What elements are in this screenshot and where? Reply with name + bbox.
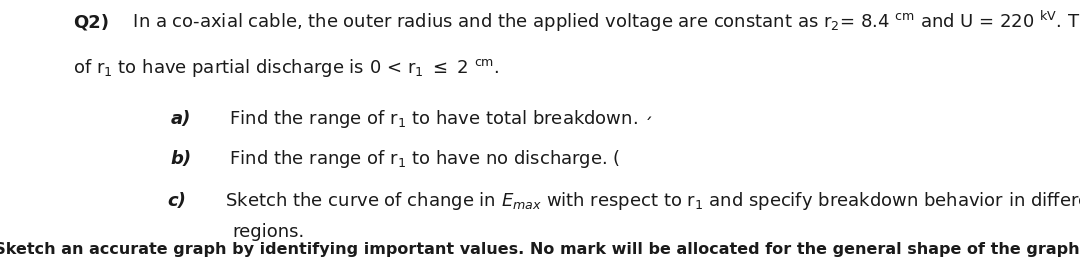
Text: c): c) [167, 192, 186, 210]
Text: Sketch the curve of change in $E_{max}$ with respect to r$_1$ and specify breakd: Sketch the curve of change in $E_{max}$ … [214, 190, 1080, 212]
Text: a): a) [171, 111, 191, 128]
Text: Find the range of r$_1$ to have total breakdown.  $\acute{}$: Find the range of r$_1$ to have total br… [218, 108, 653, 130]
Text: Q2): Q2) [73, 14, 109, 31]
Text: (Sketch an accurate graph by identifying important values. No mark will be alloc: (Sketch an accurate graph by identifying… [0, 242, 1080, 256]
Text: regions.: regions. [232, 223, 305, 241]
Text: Find the range of r$_1$ to have no discharge. (: Find the range of r$_1$ to have no disch… [218, 148, 621, 170]
Text: b): b) [171, 150, 192, 168]
Text: In a co-axial cable, the outer radius and the applied voltage are constant as r$: In a co-axial cable, the outer radius an… [127, 8, 1080, 34]
Text: of r$_1$ to have partial discharge is 0 < r$_1$ $\leq$ 2 $^{\mathregular{cm}}$.: of r$_1$ to have partial discharge is 0 … [73, 57, 500, 79]
